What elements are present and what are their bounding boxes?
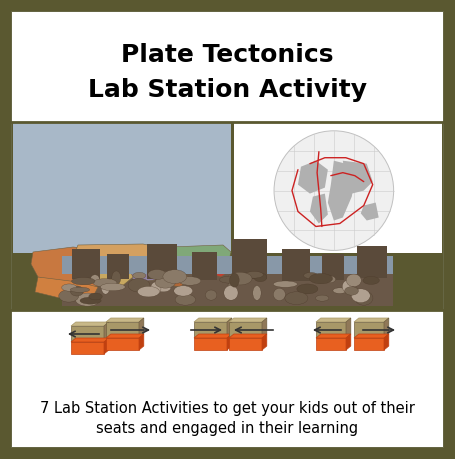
Ellipse shape [112, 271, 121, 285]
FancyBboxPatch shape [62, 256, 393, 306]
Polygon shape [153, 268, 188, 287]
Polygon shape [262, 318, 267, 338]
Ellipse shape [163, 270, 187, 284]
FancyBboxPatch shape [12, 310, 443, 390]
Polygon shape [346, 318, 351, 338]
Polygon shape [316, 318, 351, 322]
Polygon shape [71, 322, 109, 326]
Ellipse shape [346, 274, 361, 286]
Polygon shape [194, 338, 227, 350]
Ellipse shape [175, 294, 196, 305]
Ellipse shape [179, 277, 201, 285]
Circle shape [274, 131, 394, 251]
Polygon shape [227, 318, 232, 338]
Ellipse shape [363, 276, 379, 285]
Ellipse shape [70, 286, 84, 296]
Text: 7 Lab Station Activities to get your kids out of their: 7 Lab Station Activities to get your kid… [40, 401, 415, 416]
FancyBboxPatch shape [107, 253, 129, 279]
Ellipse shape [128, 279, 150, 292]
Polygon shape [165, 245, 231, 272]
Ellipse shape [333, 288, 347, 293]
Polygon shape [139, 334, 144, 350]
Ellipse shape [344, 287, 359, 295]
Ellipse shape [71, 277, 95, 285]
Polygon shape [139, 318, 144, 338]
Polygon shape [354, 322, 384, 338]
Ellipse shape [76, 293, 100, 306]
Polygon shape [229, 318, 267, 322]
Polygon shape [71, 338, 109, 342]
FancyBboxPatch shape [232, 239, 267, 279]
Ellipse shape [133, 272, 146, 279]
Polygon shape [194, 318, 232, 322]
Ellipse shape [342, 280, 352, 292]
Polygon shape [104, 322, 109, 342]
Ellipse shape [89, 293, 102, 300]
FancyBboxPatch shape [13, 123, 231, 253]
Ellipse shape [273, 288, 285, 301]
FancyBboxPatch shape [62, 256, 393, 274]
FancyBboxPatch shape [12, 390, 443, 447]
Ellipse shape [101, 280, 110, 294]
Polygon shape [106, 322, 139, 338]
Polygon shape [95, 267, 133, 287]
Ellipse shape [230, 273, 239, 287]
Polygon shape [71, 326, 104, 342]
Polygon shape [73, 244, 173, 274]
Ellipse shape [151, 282, 161, 295]
Ellipse shape [324, 276, 336, 283]
FancyBboxPatch shape [12, 122, 443, 310]
Ellipse shape [315, 295, 329, 301]
FancyBboxPatch shape [192, 252, 217, 280]
FancyBboxPatch shape [12, 12, 443, 447]
Polygon shape [106, 318, 144, 322]
Ellipse shape [59, 290, 79, 302]
Polygon shape [328, 161, 355, 220]
Ellipse shape [70, 287, 90, 292]
Polygon shape [316, 322, 346, 338]
Text: Plate Tectonics: Plate Tectonics [121, 43, 334, 67]
Polygon shape [354, 334, 389, 338]
FancyBboxPatch shape [282, 248, 310, 280]
Polygon shape [316, 334, 351, 338]
Ellipse shape [228, 272, 252, 285]
Ellipse shape [273, 281, 297, 287]
Ellipse shape [101, 283, 125, 291]
Polygon shape [354, 338, 384, 350]
Ellipse shape [61, 284, 77, 291]
Polygon shape [343, 161, 373, 194]
Ellipse shape [219, 276, 238, 283]
Ellipse shape [351, 289, 370, 302]
Text: Lab Station Activity: Lab Station Activity [88, 78, 367, 102]
FancyBboxPatch shape [72, 248, 100, 279]
Polygon shape [316, 338, 346, 350]
Ellipse shape [91, 275, 99, 283]
Polygon shape [354, 318, 389, 322]
Polygon shape [106, 334, 144, 338]
Polygon shape [361, 202, 379, 220]
Polygon shape [125, 260, 161, 282]
Polygon shape [346, 334, 351, 350]
Ellipse shape [224, 285, 238, 300]
Polygon shape [106, 338, 139, 350]
Ellipse shape [142, 286, 156, 297]
Polygon shape [194, 334, 232, 338]
Ellipse shape [297, 284, 318, 294]
Ellipse shape [228, 282, 237, 288]
Ellipse shape [153, 271, 173, 281]
Polygon shape [104, 338, 109, 354]
Polygon shape [384, 334, 389, 350]
Polygon shape [298, 161, 328, 194]
Polygon shape [35, 277, 98, 300]
Ellipse shape [254, 273, 267, 282]
Ellipse shape [174, 285, 192, 296]
Ellipse shape [285, 292, 308, 305]
Ellipse shape [93, 279, 117, 287]
FancyBboxPatch shape [234, 123, 442, 253]
Polygon shape [262, 334, 267, 350]
Ellipse shape [245, 271, 263, 278]
Ellipse shape [155, 277, 176, 288]
Ellipse shape [80, 297, 101, 304]
FancyBboxPatch shape [357, 246, 387, 278]
